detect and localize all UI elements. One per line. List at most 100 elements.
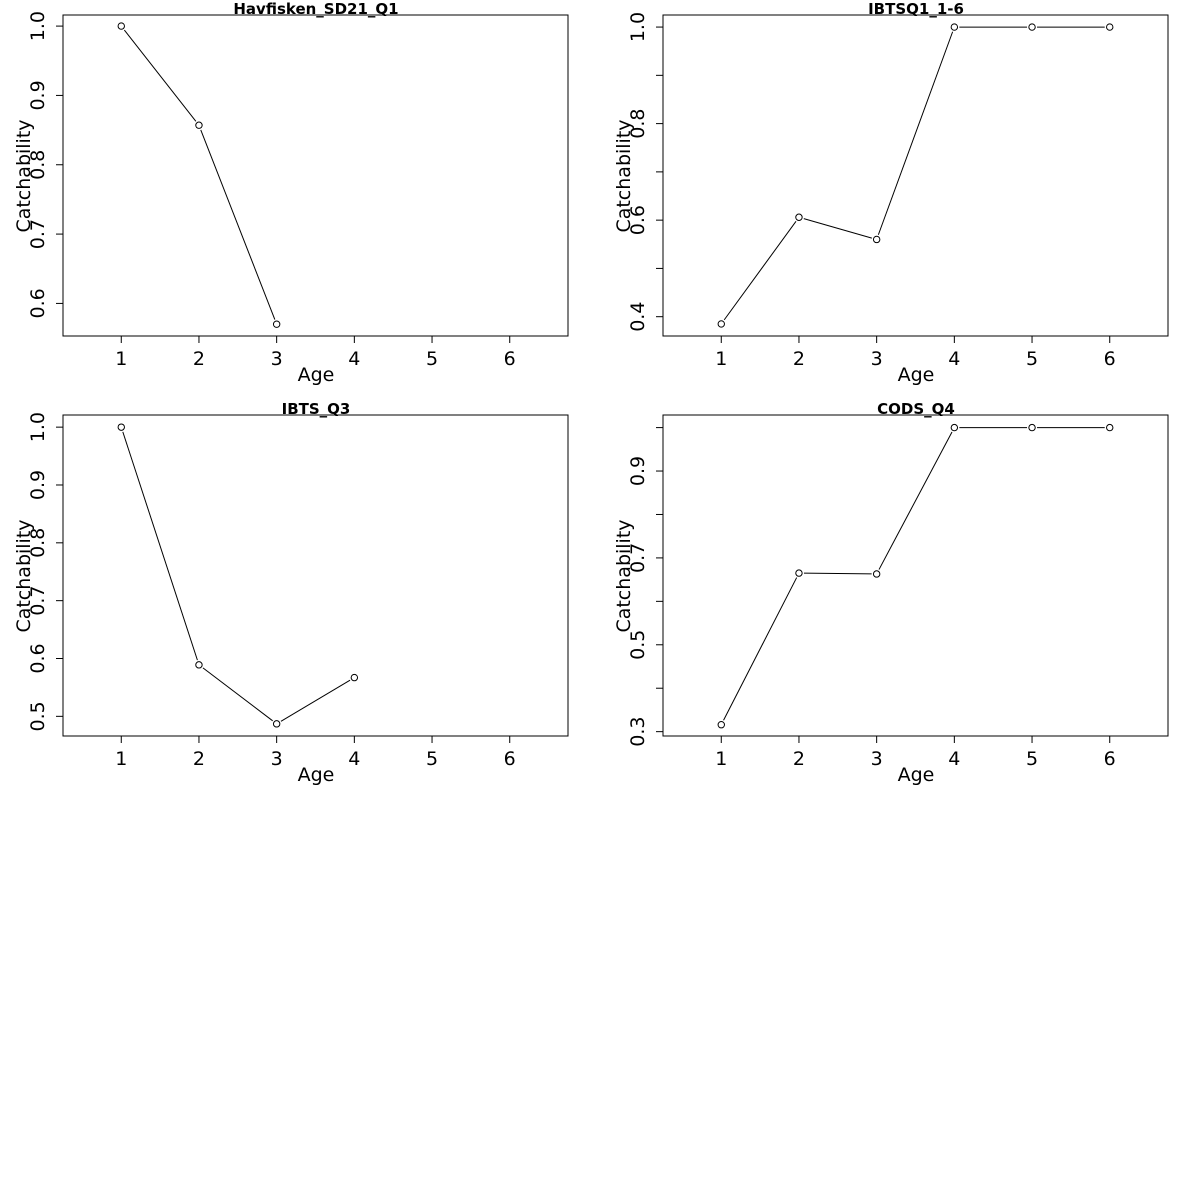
x-tick-label: 1	[115, 348, 127, 370]
panel-title: CODS_Q4	[877, 400, 955, 418]
x-tick-label: 2	[193, 348, 205, 370]
x-tick-label: 4	[948, 348, 960, 370]
data-point	[1106, 23, 1114, 31]
series-marks	[117, 423, 359, 728]
data-point	[117, 423, 125, 431]
x-tick-label: 6	[504, 748, 516, 770]
y-tick-label: 1.0	[27, 11, 49, 41]
x-tick-label: 3	[271, 748, 283, 770]
panel-title: IBTS_Q3	[282, 400, 351, 418]
y-tick-label: 0.8	[27, 528, 49, 558]
data-point	[717, 320, 725, 328]
x-axis: 1 2 3 4 5 6	[115, 736, 516, 770]
x-tick-label: 1	[115, 748, 127, 770]
y-axis: 0.6 0.7 0.8 0.9 1.0	[27, 11, 63, 319]
series-line-segment	[803, 218, 872, 239]
y-tick-label: 0.7	[27, 219, 49, 249]
series-marks	[717, 23, 1114, 328]
series-marks	[117, 22, 281, 328]
series-line-segment	[723, 221, 797, 321]
x-axis: 1 2 3 4 5 6	[715, 336, 1116, 370]
y-tick-label: 0.3	[627, 717, 649, 747]
y-tick-label: 1.0	[27, 412, 49, 442]
y-tick-label: 0.5	[27, 701, 49, 731]
y-axis: 0.3 0.5 0.7 0.9	[627, 427, 663, 747]
series-line-segment	[803, 572, 872, 575]
data-point	[950, 23, 959, 31]
x-tick-label: 3	[871, 348, 883, 370]
data-point	[195, 661, 203, 669]
panel-title: IBTSQ1_1-6	[868, 0, 964, 18]
x-axis: 1 2 3 4 5 6	[715, 736, 1116, 770]
x-tick-label: 1	[715, 348, 727, 370]
y-axis: 0.5 0.6 0.7 0.8 0.9 1.0	[27, 412, 63, 731]
x-tick-label: 6	[1104, 348, 1116, 370]
x-tick-label: 4	[348, 748, 360, 770]
y-tick-label: 0.7	[27, 586, 49, 616]
series-line-segment	[723, 577, 798, 721]
series-line-segment	[200, 129, 276, 320]
series-marks	[717, 423, 1114, 729]
data-point	[1028, 423, 1036, 432]
y-tick-label: 0.9	[627, 456, 649, 486]
data-point	[795, 213, 803, 221]
x-tick-label: 6	[1104, 748, 1116, 770]
y-tick-label: 0.9	[27, 80, 49, 110]
y-tick-label: 0.6	[27, 288, 49, 318]
panel-ibtsq1: IBTSQ1_1-6 1 2 3 4 5 6 0.4 0.6 0.8 1.0 Age Catch…	[613, 0, 1169, 386]
y-tick-label: 0.4	[627, 302, 649, 332]
data-point	[795, 569, 803, 577]
y-tick-label: 0.6	[27, 643, 49, 673]
x-tick-label: 4	[948, 748, 960, 770]
y-tick-label: 0.6	[627, 205, 649, 235]
series-line-segment	[202, 667, 273, 722]
y-axis-label: Catchability	[13, 119, 35, 232]
x-tick-label: 6	[504, 348, 516, 370]
y-tick-label: 0.8	[627, 108, 649, 138]
x-tick-label: 5	[426, 348, 438, 370]
x-tick-label: 3	[271, 348, 283, 370]
plot-frame	[62, 14, 569, 337]
series-line-segment	[877, 31, 954, 235]
panel-cods-q4: CODS_Q4 1 2 3 4 5 6 0.3 0.5 0.7 0.9 Age Catchabi…	[613, 400, 1169, 786]
x-tick-label: 2	[193, 748, 205, 770]
panel-ibts-q3: IBTS_Q3 1 2 3 4 5 6 0.5 0.6 0.7 0.8 0.9 1.0 Age Ca…	[13, 400, 569, 786]
x-axis-label: Age	[898, 364, 935, 386]
plot-frame	[662, 414, 1169, 737]
y-axis: 0.4 0.6 0.8 1.0	[627, 12, 663, 332]
plot-frame	[662, 14, 1169, 337]
y-tick-label: 0.8	[27, 150, 49, 180]
y-axis-label: Catchability	[613, 519, 635, 632]
y-tick-label: 0.7	[627, 543, 649, 573]
x-axis-label: Age	[898, 764, 935, 786]
data-point	[717, 721, 725, 729]
data-point	[350, 673, 359, 682]
x-tick-label: 1	[715, 748, 727, 770]
panel-title: Havfisken_SD21_Q1	[233, 0, 398, 18]
plot-frame	[62, 414, 569, 737]
x-tick-label: 2	[793, 348, 805, 370]
data-point	[117, 22, 125, 30]
y-tick-label: 1.0	[627, 12, 649, 42]
data-point	[272, 720, 281, 728]
y-tick-label: 0.9	[27, 470, 49, 500]
x-tick-label: 5	[426, 748, 438, 770]
x-axis-label: Age	[298, 764, 335, 786]
x-tick-label: 2	[793, 748, 805, 770]
series-line-segment	[280, 679, 351, 722]
y-tick-label: 0.5	[627, 630, 649, 660]
data-point	[872, 235, 881, 244]
x-axis: 1 2 3 4 5 6	[115, 336, 516, 370]
data-point	[272, 320, 281, 328]
series-line-segment	[878, 431, 953, 570]
data-point	[1028, 23, 1036, 31]
x-axis-label: Age	[298, 364, 335, 386]
data-point	[195, 121, 203, 129]
panel-havfisken: Havfisken_SD21_Q1 1 2 3 4 5 6 0.6 0.7 0.8 0.9 1.0…	[13, 0, 569, 386]
x-tick-label: 5	[1026, 748, 1038, 770]
x-tick-label: 3	[871, 748, 883, 770]
data-point	[950, 423, 959, 432]
data-point	[1106, 423, 1114, 432]
series-line-segment	[122, 431, 198, 661]
